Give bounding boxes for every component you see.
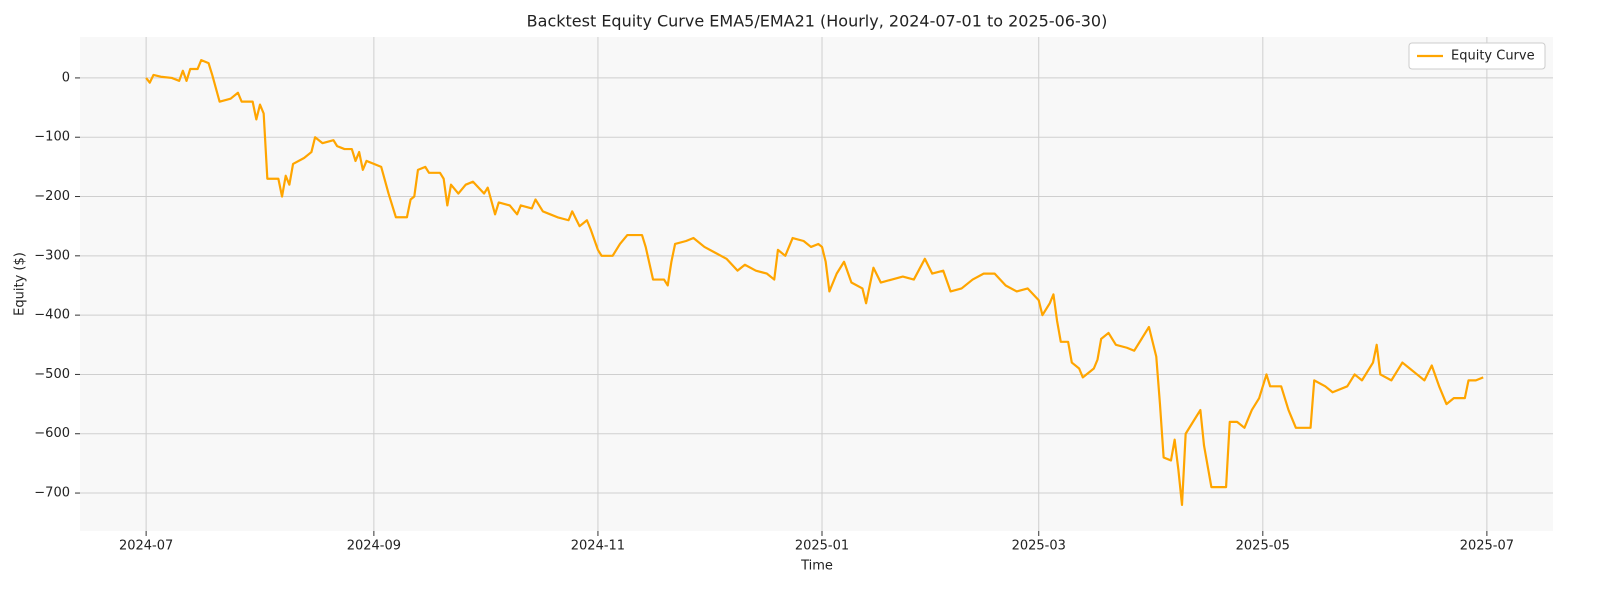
legend: Equity Curve: [1408, 42, 1546, 70]
chart-title: Backtest Equity Curve EMA5/EMA21 (Hourly…: [527, 12, 1108, 31]
y-tick-label: −300: [34, 248, 70, 263]
x-tick-label: 2025-03: [1012, 539, 1066, 554]
x-tick-label: 2025-01: [795, 539, 849, 554]
y-tick-label: −600: [34, 426, 70, 441]
legend-box: [1408, 42, 1546, 70]
y-tick-label: 0: [62, 70, 70, 85]
legend-label: Equity Curve: [1451, 49, 1535, 64]
y-tick-label: −100: [34, 130, 70, 145]
x-tick-label: 2025-05: [1236, 539, 1290, 554]
x-tick-label: 2024-07: [119, 539, 173, 554]
y-tick-label: −400: [34, 308, 70, 323]
plot-area: [80, 37, 1553, 531]
x-tick-label: 2024-09: [347, 539, 401, 554]
equity-line: [145, 59, 1484, 507]
x-tick-label: 2025-07: [1460, 539, 1514, 554]
y-tick-label: −500: [34, 367, 70, 382]
grid: [75, 37, 1553, 536]
series: [145, 59, 1484, 507]
y-tick-label: −700: [34, 486, 70, 501]
y-axis-label: Equity ($): [13, 252, 28, 316]
x-axis-label: Time: [800, 559, 833, 574]
y-tick-label: −200: [34, 189, 70, 204]
x-tick-label: 2024-11: [571, 539, 625, 554]
